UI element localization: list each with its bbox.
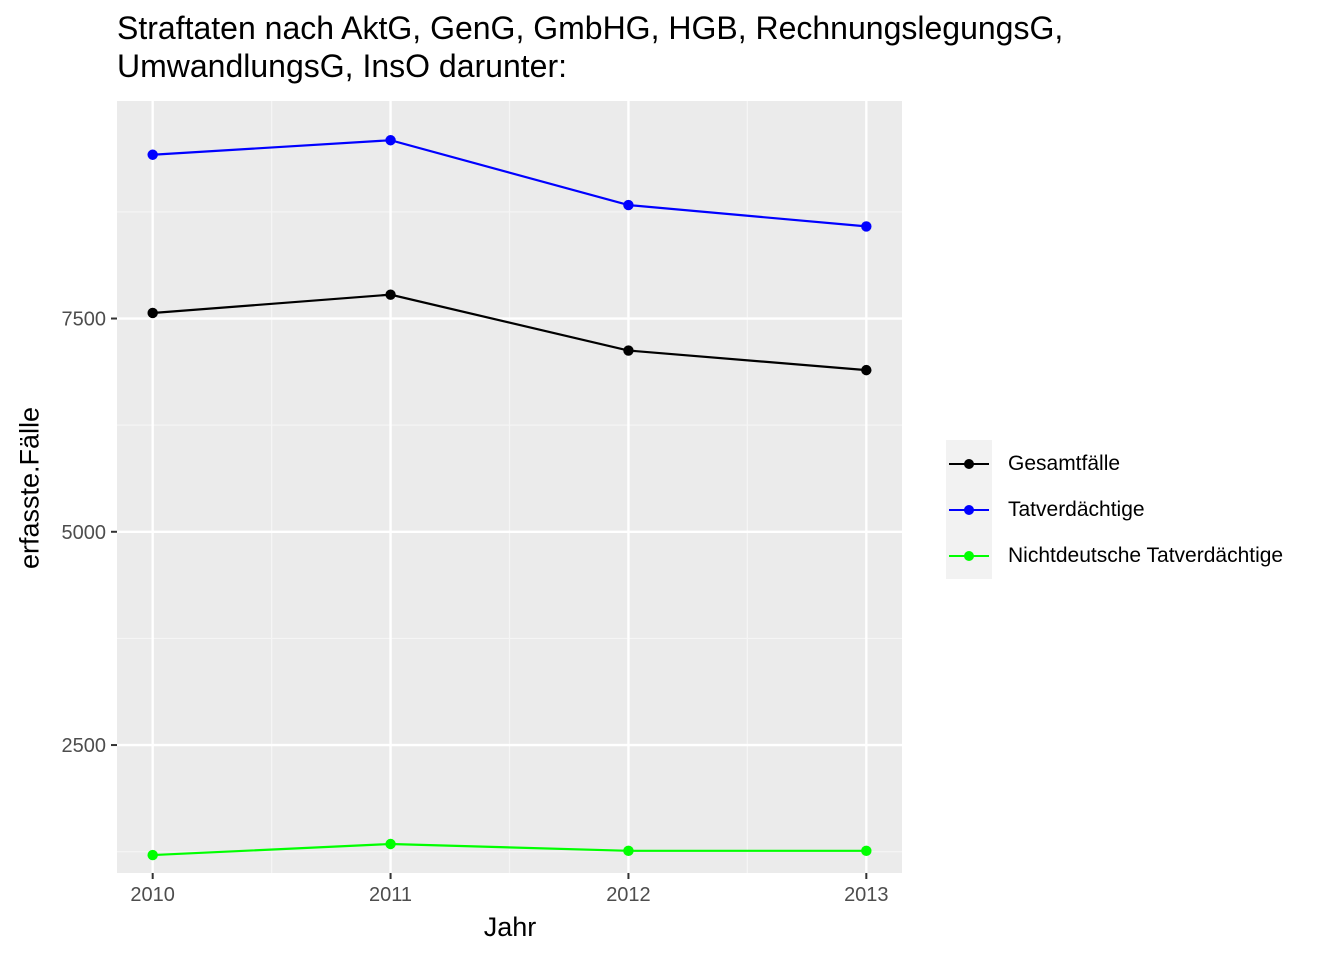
legend-key	[946, 495, 992, 525]
x-tick-label: 2011	[369, 884, 412, 906]
legend-label: Nichtdeutsche Tatverdächtige	[1008, 544, 1284, 567]
data-point	[147, 149, 158, 160]
series-line	[152, 842, 867, 857]
data-point	[623, 845, 634, 857]
legend-item: Tatverdächtige	[946, 495, 1145, 525]
legend-item: Nichtdeutsche Tatverdächtige	[946, 541, 1283, 571]
data-point	[861, 845, 872, 857]
chart-title: Straftaten nach AktG, GenG, GmbHG, HGB, …	[117, 10, 1064, 46]
legend-key	[946, 449, 992, 479]
x-tick-label: 2010	[130, 884, 175, 906]
legend-key-point	[964, 551, 974, 561]
y-tick-label: 5000	[62, 522, 107, 544]
chart-subtitle: UmwandlungsG, InsO darunter:	[117, 48, 567, 84]
data-point	[623, 345, 634, 356]
x-tick-label: 2012	[606, 884, 651, 906]
legend-item: Gesamtfälle	[946, 449, 1120, 479]
data-point	[861, 221, 872, 232]
data-point	[147, 849, 158, 861]
y-tick-label: 7500	[62, 309, 107, 331]
data-point	[861, 364, 872, 376]
data-point	[147, 307, 158, 319]
x-tick-label: 2013	[844, 884, 889, 906]
legend-key-point	[964, 505, 974, 515]
data-point	[623, 199, 634, 211]
legend-key-point	[964, 459, 974, 469]
series-line	[152, 293, 867, 372]
data-point	[385, 135, 396, 146]
data-point	[385, 289, 396, 300]
data-point	[385, 838, 396, 850]
y-axis-title: erfasste.Fälle	[14, 406, 45, 570]
legend-key	[946, 541, 992, 571]
y-tick-label: 2500	[62, 735, 107, 757]
x-axis-title: Jahr	[483, 912, 537, 942]
legend-label: Tatverdächtige	[1008, 498, 1145, 521]
legend-label: Gesamtfälle	[1008, 452, 1121, 475]
series-line	[152, 139, 867, 228]
